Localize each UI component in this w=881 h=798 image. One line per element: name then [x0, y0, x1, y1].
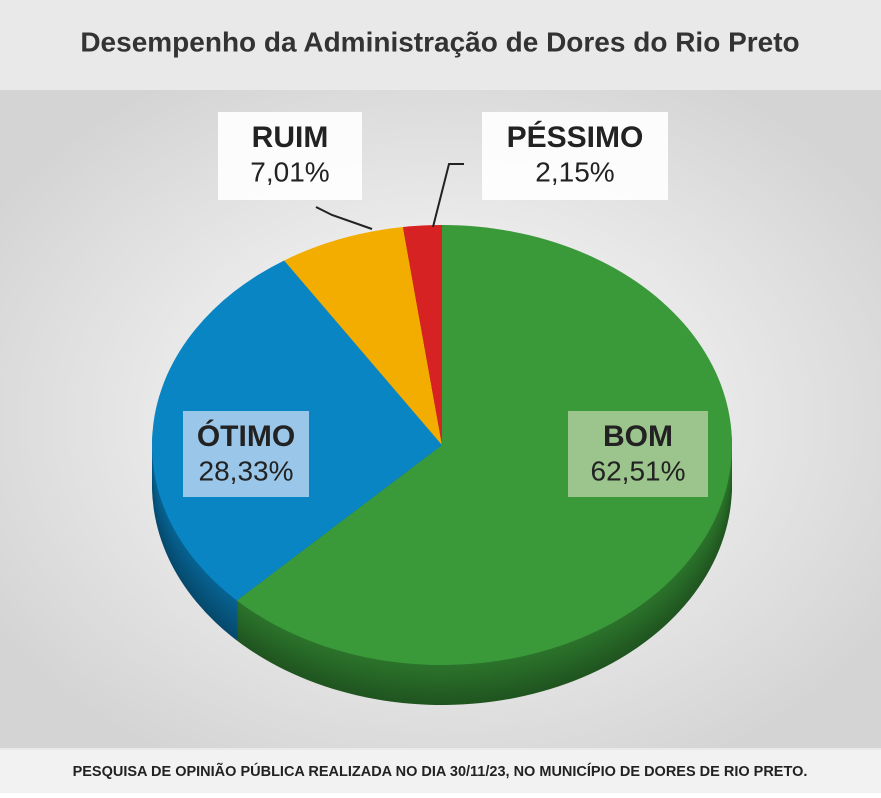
slice-label: RUIM [252, 121, 329, 154]
slice-value-label: 28,33% [199, 455, 294, 486]
slice-value-label: 7,01% [250, 156, 329, 187]
pie [152, 225, 733, 705]
footnote: PESQUISA DE OPINIÃO PÚBLICA REALIZADA NO… [73, 762, 808, 780]
label-box [568, 411, 708, 497]
slice [284, 227, 442, 445]
footer-bar [0, 750, 881, 793]
label-box [218, 112, 362, 200]
leader-line [315, 206, 373, 230]
slice-value-label: 2,15% [535, 156, 614, 187]
label-box [183, 411, 309, 497]
label-box [482, 112, 668, 200]
slice-label: BOM [603, 420, 673, 453]
leader-line [432, 163, 464, 228]
slice [236, 225, 732, 665]
chart-title: Desempenho da Administração de Dores do … [80, 26, 799, 57]
slice-value-label: 62,51% [591, 455, 686, 486]
slice-label: PÉSSIMO [507, 120, 644, 154]
slice [402, 225, 442, 445]
slice-label: ÓTIMO [197, 419, 295, 453]
